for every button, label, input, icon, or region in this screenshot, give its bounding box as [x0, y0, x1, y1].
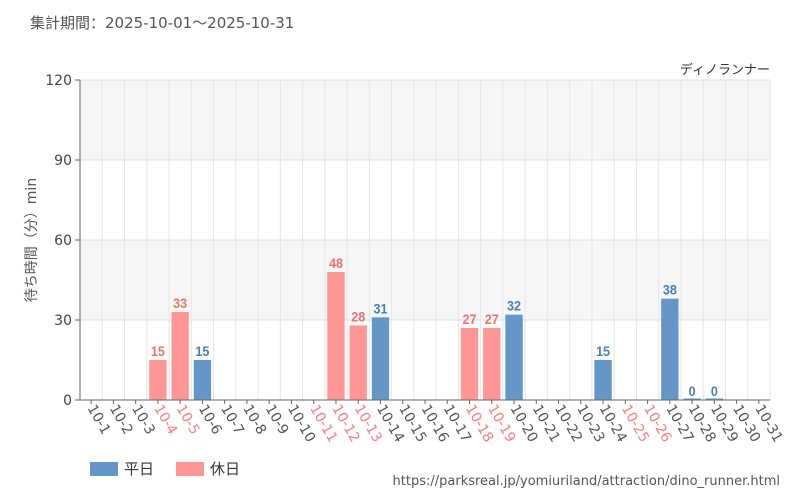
legend-item-holiday: 休日 [176, 458, 240, 479]
y-axis: 0 30 60 90 120 [45, 73, 81, 409]
value-label: 15 [195, 343, 209, 359]
y-tick-label: 60 [54, 233, 72, 249]
y-tick-label: 120 [45, 73, 72, 89]
chart-title: ディノランナー [680, 62, 770, 78]
value-label: 15 [596, 343, 610, 359]
legend: 平日 休日 [90, 458, 262, 479]
plot-band [80, 80, 770, 160]
bar [349, 325, 367, 400]
value-label: 15 [151, 343, 165, 359]
value-label: 27 [463, 311, 477, 327]
value-label: 33 [173, 295, 187, 311]
legend-swatch-holiday [176, 461, 205, 476]
value-label: 28 [351, 308, 365, 324]
bar [460, 328, 479, 400]
source-url: https://parksreal.jp/yomiuriland/attract… [392, 474, 780, 489]
value-label: 32 [507, 298, 521, 314]
plot-band [80, 240, 770, 320]
bar [505, 314, 523, 400]
grid-lines [80, 79, 771, 401]
legend-swatch-weekday [90, 461, 118, 476]
legend-label-weekday: 平日 [124, 460, 155, 478]
period-label: 集計期間：2025-10-01～2025-10-31 [30, 14, 295, 32]
bars [149, 272, 724, 400]
bar [594, 360, 612, 400]
value-label: 31 [373, 300, 387, 316]
bar [327, 272, 345, 400]
bar [483, 328, 501, 400]
y-tick-label: 0 [63, 393, 72, 409]
value-label: 0 [689, 383, 696, 399]
y-tick-label: 30 [54, 313, 72, 329]
bar [149, 360, 167, 400]
bar [371, 317, 390, 400]
value-label: 38 [663, 282, 677, 298]
value-label: 0 [711, 383, 718, 399]
bar [705, 398, 724, 400]
bar [193, 360, 212, 400]
value-label: 48 [329, 255, 343, 271]
value-label: 27 [485, 311, 499, 327]
y-axis-label: 待ち時間（分）min [24, 178, 40, 302]
bar [661, 298, 679, 400]
value-labels: 15 33 15 48 28 31 27 27 32 15 38 0 0 [151, 255, 718, 399]
legend-label-holiday: 休日 [210, 460, 241, 478]
legend-item-weekday: 平日 [90, 458, 154, 479]
x-axis: 10-110-210-310-410-510-610-710-810-910-1… [80, 399, 786, 445]
y-tick-label: 90 [54, 153, 72, 169]
bar [683, 398, 701, 400]
bar [171, 312, 189, 400]
